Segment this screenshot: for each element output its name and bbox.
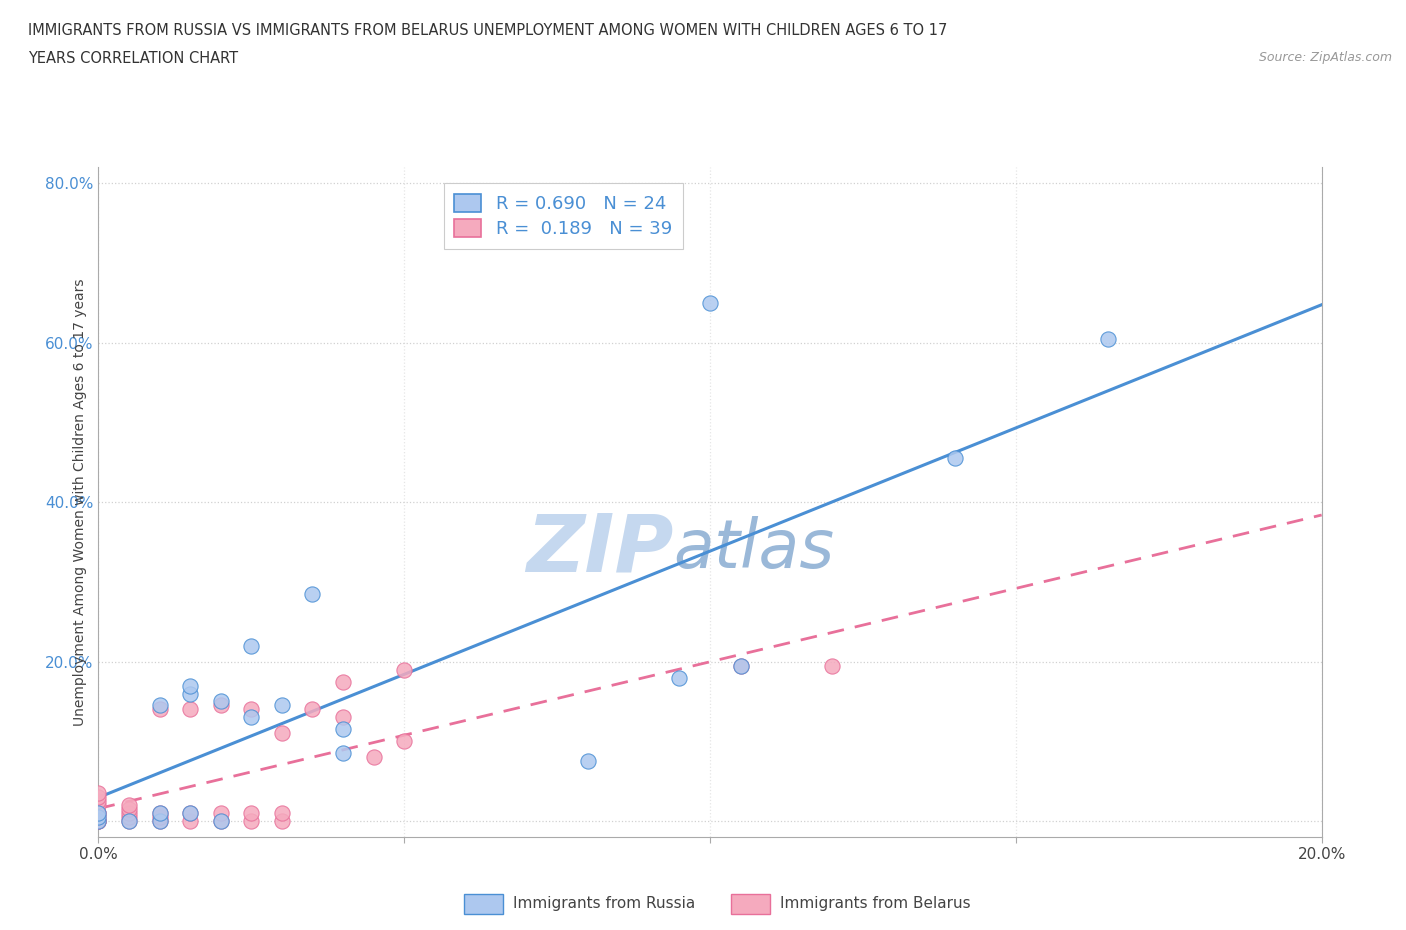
Point xyxy=(149,702,172,717)
Point xyxy=(943,451,966,466)
Point xyxy=(821,658,844,673)
Text: Immigrants from Russia: Immigrants from Russia xyxy=(513,897,696,911)
Point xyxy=(87,805,110,820)
Text: Immigrants from Belarus: Immigrants from Belarus xyxy=(780,897,972,911)
Point xyxy=(363,750,385,764)
Point xyxy=(209,805,232,820)
Point xyxy=(149,805,172,820)
Point xyxy=(179,686,201,701)
Point xyxy=(118,805,141,820)
Point xyxy=(179,805,201,820)
Point xyxy=(179,702,201,717)
Point xyxy=(118,814,141,829)
Point xyxy=(270,726,292,741)
Point xyxy=(87,814,110,829)
Point xyxy=(699,296,721,311)
Point xyxy=(209,814,232,829)
Point xyxy=(270,698,292,713)
Point xyxy=(730,658,752,673)
Point xyxy=(87,814,110,829)
Point xyxy=(209,694,232,709)
Point xyxy=(149,810,172,825)
Point xyxy=(87,810,110,825)
Point xyxy=(270,814,292,829)
Point xyxy=(392,734,416,749)
Point xyxy=(87,790,110,804)
Point xyxy=(240,805,263,820)
Point xyxy=(332,674,354,689)
Point xyxy=(1097,331,1119,346)
Point xyxy=(118,814,141,829)
Point xyxy=(301,587,323,602)
Point xyxy=(149,814,172,829)
Point xyxy=(149,698,172,713)
Point xyxy=(149,814,172,829)
Point xyxy=(87,798,110,813)
Point xyxy=(179,814,201,829)
Point xyxy=(179,805,201,820)
Point xyxy=(270,805,292,820)
Text: atlas: atlas xyxy=(673,516,834,582)
Point xyxy=(87,814,110,829)
Point xyxy=(668,671,690,685)
Point xyxy=(179,678,201,693)
Text: IMMIGRANTS FROM RUSSIA VS IMMIGRANTS FROM BELARUS UNEMPLOYMENT AMONG WOMEN WITH : IMMIGRANTS FROM RUSSIA VS IMMIGRANTS FRO… xyxy=(28,23,948,38)
Point xyxy=(730,658,752,673)
Point xyxy=(87,786,110,801)
Point xyxy=(301,702,323,717)
Point xyxy=(332,746,354,761)
Point xyxy=(118,810,141,825)
Point xyxy=(118,798,141,813)
Y-axis label: Unemployment Among Women with Children Ages 6 to 17 years: Unemployment Among Women with Children A… xyxy=(73,278,87,726)
Point xyxy=(87,793,110,808)
Point xyxy=(576,754,599,769)
Text: YEARS CORRELATION CHART: YEARS CORRELATION CHART xyxy=(28,51,238,66)
Point xyxy=(209,814,232,829)
Point xyxy=(240,710,263,724)
Text: Source: ZipAtlas.com: Source: ZipAtlas.com xyxy=(1258,51,1392,64)
Point xyxy=(332,710,354,724)
Point xyxy=(209,698,232,713)
Point xyxy=(240,638,263,653)
Point xyxy=(87,814,110,829)
Point xyxy=(240,702,263,717)
Point xyxy=(392,662,416,677)
Point xyxy=(149,805,172,820)
Point xyxy=(332,722,354,737)
Point xyxy=(87,805,110,820)
Point xyxy=(87,805,110,820)
Point xyxy=(87,810,110,825)
Legend: R = 0.690   N = 24, R =  0.189   N = 39: R = 0.690 N = 24, R = 0.189 N = 39 xyxy=(443,183,683,249)
Point xyxy=(118,802,141,817)
Text: ZIP: ZIP xyxy=(526,510,673,588)
Point xyxy=(240,814,263,829)
